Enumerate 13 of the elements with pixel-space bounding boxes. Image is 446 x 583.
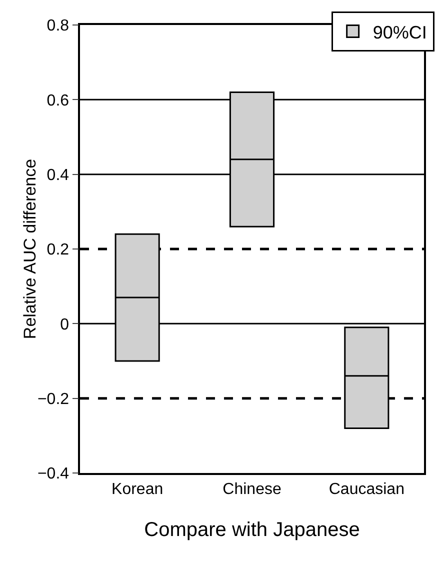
y-tick-label: 0.4 bbox=[46, 166, 70, 184]
y-tick-label: 0.6 bbox=[46, 92, 70, 110]
y-tick-label: 0 bbox=[60, 316, 70, 334]
x-tick-label: Caucasian bbox=[328, 480, 404, 498]
x-tick-label: Chinese bbox=[222, 480, 282, 498]
x-axis-title: Compare with Japanese bbox=[144, 518, 360, 541]
y-tick-label: 0.8 bbox=[46, 18, 70, 35]
y-tick-label: −0.4 bbox=[37, 466, 70, 483]
legend-label: 90%CI bbox=[372, 22, 427, 42]
y-axis-title: Relative AUC difference bbox=[20, 158, 40, 340]
x-tick-label: Korean bbox=[112, 480, 164, 498]
y-tick-label: −0.2 bbox=[37, 390, 70, 408]
y-tick-label: 0.2 bbox=[46, 242, 70, 259]
